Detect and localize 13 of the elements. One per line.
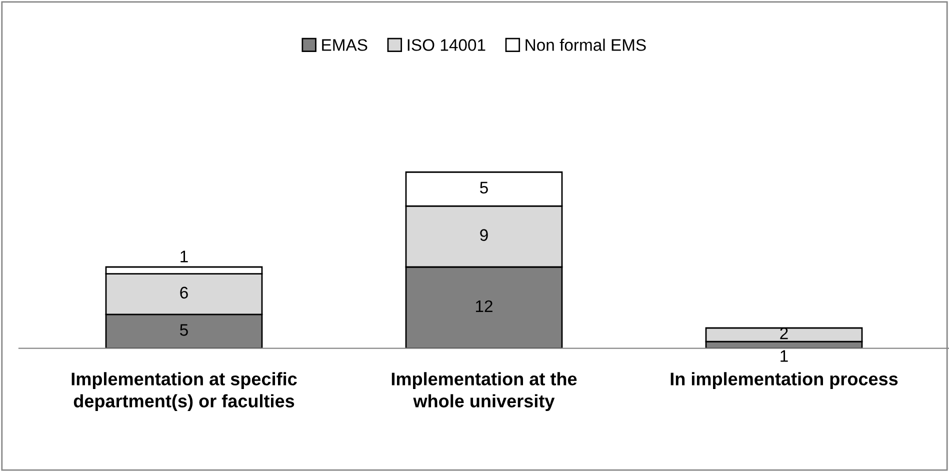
x-tick-label: Implementation at specific department(s) or faculties xyxy=(72,372,297,412)
legend-label: EMAS xyxy=(322,39,368,51)
data-label: 5 xyxy=(180,324,188,336)
legend-label: ISO 14001 xyxy=(408,39,486,51)
data-label: 1 xyxy=(780,350,788,362)
data-label: 1 xyxy=(180,250,188,262)
data-label: 9 xyxy=(480,229,488,241)
legend-label: Non formal EMS xyxy=(526,38,646,51)
x-tick-label: Implementation at the whole university xyxy=(392,372,577,412)
data-label: 12 xyxy=(476,300,492,312)
x-tick-label: In implementation process xyxy=(670,372,898,389)
data-label: 5 xyxy=(480,182,488,194)
data-label: 6 xyxy=(180,286,188,299)
